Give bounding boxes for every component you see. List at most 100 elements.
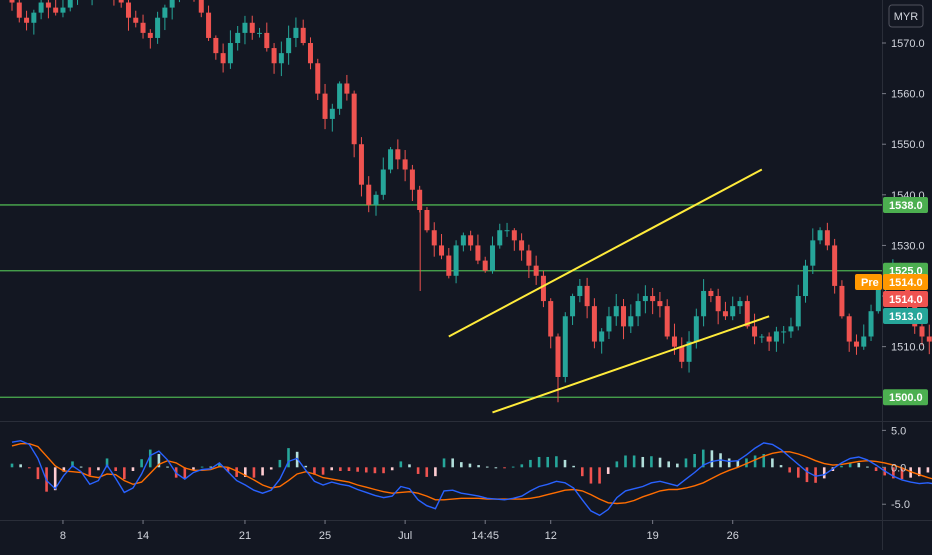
candle-body [585,286,590,306]
candle-body [53,8,58,13]
candle-body [330,109,335,119]
macd-histogram-bar [417,467,420,474]
candle-body [126,3,131,18]
macd-histogram-bar [650,456,653,467]
macd-histogram-bar [797,467,800,477]
macd-histogram-bar [408,464,411,467]
candle-body [446,256,451,276]
candle-body [497,230,502,245]
candle-body [352,94,357,145]
macd-histogram-bar [607,467,610,474]
candle-body [730,306,735,316]
candle-body [599,331,604,341]
macd-histogram-bar [711,450,714,467]
macd-histogram-bar [685,458,688,467]
candle-body [803,266,808,296]
macd-histogram-bar [279,460,282,467]
candle-body [424,210,429,230]
macd-histogram-bar [28,467,31,468]
time-tick-label: 12 [545,530,557,542]
macd-histogram-bar [382,467,385,473]
macd-tick-label: 5.0 [891,425,906,437]
candle-body [519,240,524,250]
candle-body [854,342,859,347]
candle-body [592,306,597,341]
currency-badge-group[interactable]: MYR [889,5,923,27]
candle-body [643,296,648,301]
candle-body [781,331,786,332]
macd-histogram-bar [11,464,14,468]
candle-body [344,83,349,93]
candle-body [767,337,772,342]
macd-histogram-bar [667,461,670,467]
candle-body [141,23,146,33]
candle-body [257,33,262,34]
candle-body [694,316,699,341]
candle-body [861,337,866,347]
macd-histogram-bar [304,466,307,467]
candle-body [235,33,240,43]
macd-histogram-bar [184,467,187,478]
candle-body [68,0,73,8]
macd-histogram-bar [374,467,377,473]
time-tick-label: 8 [60,530,66,542]
candle-body [381,170,386,195]
macd-histogram-bar [425,467,428,477]
candle-body [483,261,488,271]
macd-histogram-bar [140,459,143,467]
macd-histogram-bar [616,461,619,467]
macd-histogram-bar [477,465,480,467]
candle-body [759,337,764,338]
candle-body [359,144,364,184]
macd-histogram-bar [503,467,506,468]
macd-histogram-bar [771,458,774,467]
macd-histogram-bar [356,467,359,471]
candle-body [490,245,495,270]
candle-body [315,63,320,93]
macd-histogram-bar [201,467,204,468]
macd-histogram-bar [330,467,333,470]
macd-histogram-bar [443,458,446,467]
candle-body [133,18,138,23]
macd-histogram-bar [581,467,584,476]
candle-body [657,301,662,306]
candle-body [650,296,655,301]
currency-badge: MYR [894,11,919,23]
candle-body [308,43,313,63]
candle-body [665,306,670,336]
macd-histogram-bar [391,467,394,470]
candle-body [213,38,218,53]
pre-price-tag-value: 1514.0 [889,277,923,289]
candle-body [738,301,743,306]
macd-histogram-bar [166,467,169,468]
candle-body [206,13,211,38]
candle-body [810,240,815,265]
candle-body [10,0,15,3]
macd-histogram-bar [728,458,731,467]
candle-body [199,0,204,13]
macd-histogram-bar [754,455,757,467]
candle-body [454,245,459,275]
macd-histogram-bar [132,467,135,471]
candle-body [374,195,379,205]
candle-body [60,8,65,13]
candle-body [752,326,757,336]
candle-body [832,245,837,285]
candle-body [774,331,779,341]
candle-body [461,235,466,245]
candle-body [242,23,247,33]
macd-histogram-bar [365,467,368,472]
candle-body [708,291,713,296]
candle-body [672,337,677,347]
candle-body [606,316,611,331]
candle-body [228,43,233,63]
candle-body [410,170,415,190]
price-tick-label: 1550.0 [891,139,925,151]
macd-histogram-bar [546,457,549,467]
candle-body [534,266,539,276]
level-price-tag-label: 1500.0 [889,392,923,404]
current-price-tag-value: 1513.0 [889,311,923,323]
macd-histogram-bar [460,462,463,467]
